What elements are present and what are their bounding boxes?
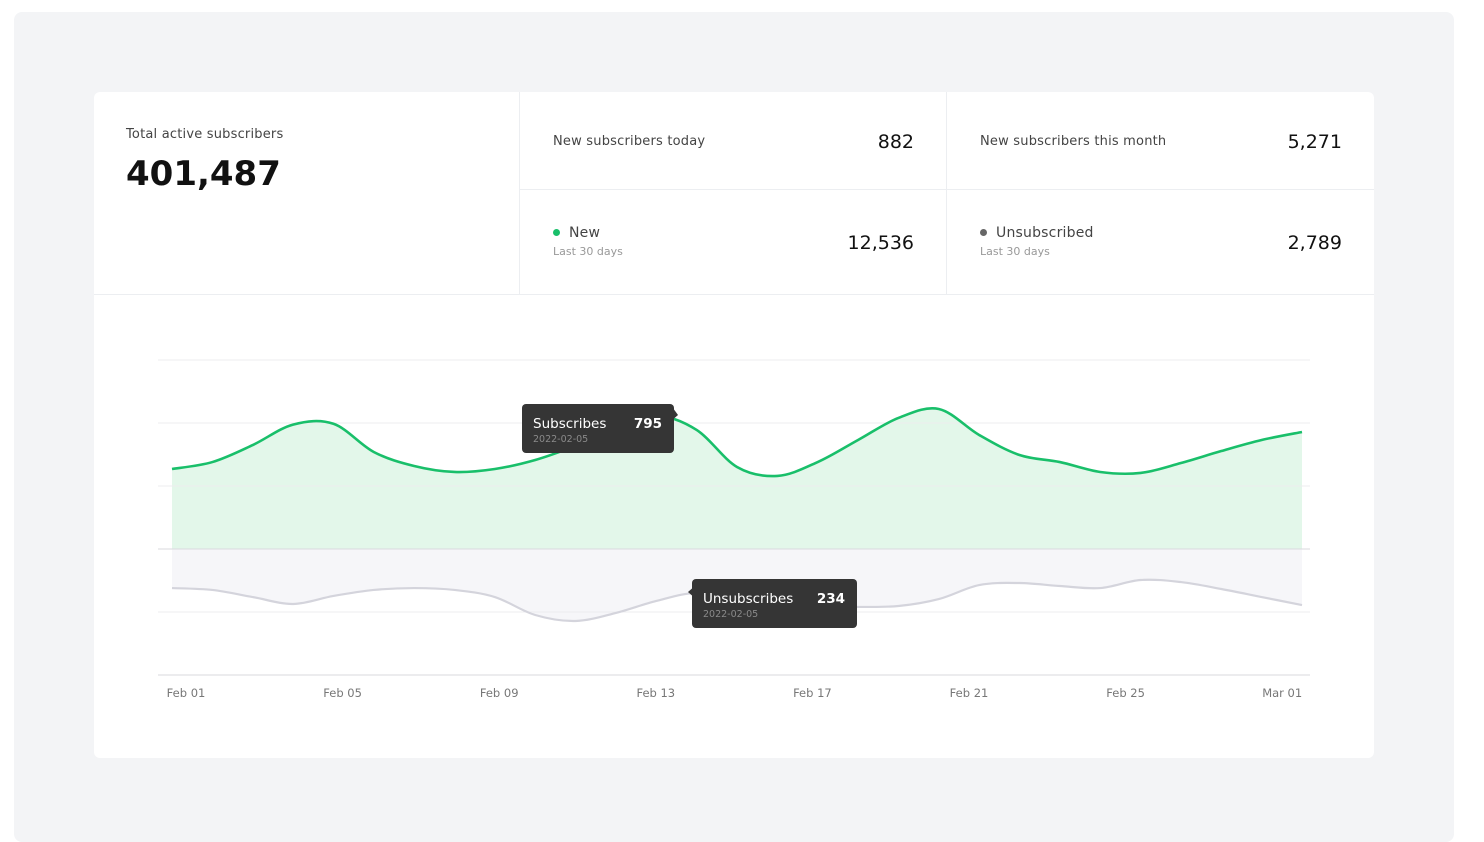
- tooltip-box: [692, 579, 857, 628]
- value: 882: [877, 131, 914, 153]
- label: Total active subscribers: [126, 127, 284, 142]
- x-tick-label: Feb 05: [323, 686, 362, 700]
- tooltip-pointer: [688, 585, 696, 599]
- page: Total active subscribers 401,487 New sub…: [14, 12, 1454, 842]
- area: [172, 408, 1302, 549]
- value: 401,487: [126, 154, 281, 194]
- label: Unsubscribed: [980, 225, 1094, 241]
- today-cell: New subscribers today 882: [520, 92, 947, 190]
- chart: Feb 01 Feb 05 Feb 09 Feb 13 Feb 17 Feb 21 Feb …: [158, 359, 1310, 700]
- label: New subscribers this month: [980, 134, 1167, 149]
- month-cell: New subscribers this month 5,271: [947, 92, 1374, 190]
- x-tick-label: Feb 17: [793, 686, 832, 700]
- x-tick-label: Feb 25: [1106, 686, 1145, 700]
- label-text: New: [569, 225, 601, 241]
- tooltip-date: 2022-02-05: [703, 609, 758, 620]
- sublabel: Last 30 days: [980, 245, 1050, 258]
- line: [171, 407, 1303, 478]
- x-tick-label: Feb 09: [480, 686, 519, 700]
- x-tick-label: Feb 01: [167, 686, 206, 700]
- tooltip-date: 2022-02-05: [533, 434, 588, 445]
- value: 2,789: [1287, 232, 1342, 254]
- dot: [553, 229, 560, 236]
- x-tick-label: Feb 13: [636, 686, 675, 700]
- unsub-cell: Unsubscribed Last 30 days 2,789: [947, 190, 1374, 295]
- total-cell: Total active subscribers 401,487: [94, 92, 520, 295]
- card: Total active subscribers 401,487 New sub…: [94, 92, 1374, 758]
- tooltip-value: 795: [634, 416, 662, 432]
- x-tick-label: Feb 21: [950, 686, 989, 700]
- tooltip-box: [522, 404, 674, 453]
- label-text: Unsubscribed: [996, 225, 1094, 241]
- tooltip-value: 234: [817, 591, 845, 607]
- tooltip-label: Subscribes: [533, 416, 606, 432]
- x-tick-label: Mar 01: [1262, 686, 1302, 700]
- tooltip-label: Unsubscribes: [703, 591, 793, 607]
- tooltip: Unsubscribes 234 2022-02-05: [688, 579, 857, 628]
- label: New subscribers today: [553, 134, 706, 149]
- value: 12,536: [847, 232, 914, 254]
- tooltip-pointer: [670, 404, 678, 422]
- dot: [980, 229, 987, 236]
- new-cell: New Last 30 days 12,536: [520, 190, 947, 295]
- tooltip: Subscribes 795 2022-02-05: [522, 404, 678, 453]
- label: New: [553, 225, 600, 241]
- sublabel: Last 30 days: [553, 245, 623, 258]
- value: 5,271: [1287, 131, 1342, 153]
